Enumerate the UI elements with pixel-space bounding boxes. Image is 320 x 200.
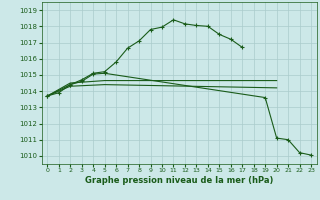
X-axis label: Graphe pression niveau de la mer (hPa): Graphe pression niveau de la mer (hPa) [85, 176, 273, 185]
